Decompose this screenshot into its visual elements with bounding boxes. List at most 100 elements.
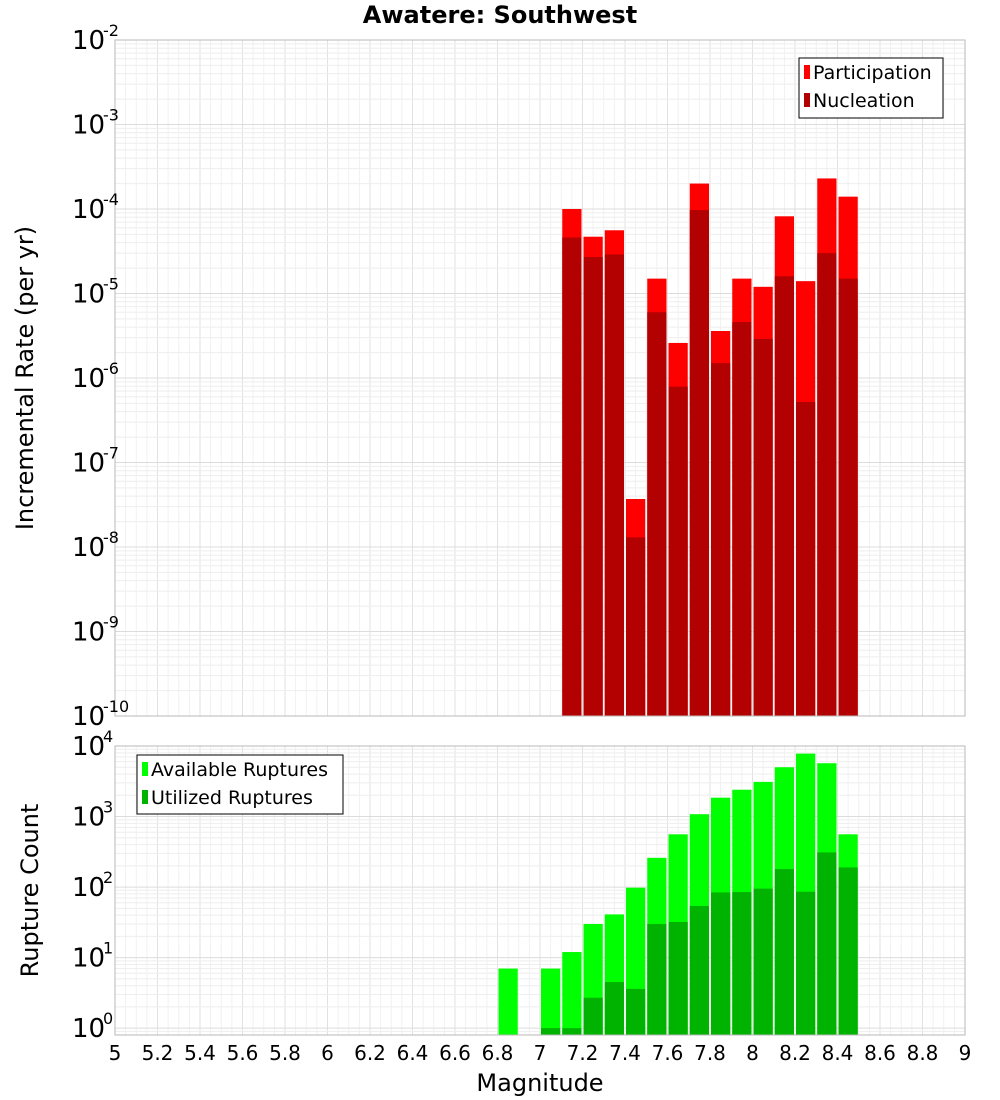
x-tick-label: 6.8 xyxy=(482,1041,514,1065)
y-tick-exponent: -3 xyxy=(103,106,119,125)
y-tick-exponent: -5 xyxy=(103,275,119,294)
x-tick-label: 5.4 xyxy=(184,1041,216,1065)
p2-bar-utilized-ruptures xyxy=(604,982,624,1035)
y-tick-base: 10 xyxy=(72,111,105,141)
p1-legend-swatch xyxy=(804,93,810,107)
x-tick-label: 6.4 xyxy=(397,1041,429,1065)
x-tick-label: 7.4 xyxy=(609,1041,641,1065)
p2-bar-available-ruptures xyxy=(562,952,582,1035)
y-tick-base: 10 xyxy=(72,618,105,648)
p1-y-tick-label: 10-10 xyxy=(72,697,129,732)
p1-legend-label: Nucleation xyxy=(813,90,915,112)
p2-legend-swatch xyxy=(142,762,148,776)
p1-y-tick-label: 10-5 xyxy=(72,275,119,310)
x-tick-label: 5 xyxy=(109,1041,122,1065)
p2-legend-label: Utilized Ruptures xyxy=(151,787,313,809)
p2-bar-utilized-ruptures xyxy=(689,905,709,1035)
y-tick-exponent: -9 xyxy=(103,613,119,632)
p1-y-tick-label: 10-6 xyxy=(72,359,119,394)
x-tick-label: 7.6 xyxy=(652,1041,684,1065)
p1-y-tick-label: 10-4 xyxy=(72,190,119,225)
p2-bar-utilized-ruptures xyxy=(711,892,731,1035)
p2-legend-label: Available Ruptures xyxy=(151,759,328,781)
p1-bar-nucleation xyxy=(668,386,688,716)
p1-bar-nucleation xyxy=(817,253,837,716)
p2-bar-utilized-ruptures xyxy=(774,869,794,1035)
x-tick-label: 8.6 xyxy=(864,1041,896,1065)
p2-bar-utilized-ruptures xyxy=(647,923,667,1035)
y-tick-base: 10 xyxy=(72,364,105,394)
p2-y-tick-label: 102 xyxy=(72,868,113,903)
p1-bar-nucleation xyxy=(796,401,816,716)
x-tick-label: 8.4 xyxy=(822,1041,854,1065)
p1-y-tick-label: 10-8 xyxy=(72,528,119,563)
y-tick-base: 10 xyxy=(72,280,105,310)
y-tick-base: 10 xyxy=(72,944,105,974)
p1-bar-nucleation xyxy=(689,210,709,716)
p1-bar-nucleation xyxy=(774,276,794,716)
x-tick-label: 5.8 xyxy=(269,1041,301,1065)
p2-bar-available-ruptures xyxy=(541,968,561,1035)
p2-bar-utilized-ruptures xyxy=(732,892,752,1035)
p1-bar-nucleation xyxy=(753,338,773,716)
y-tick-base: 10 xyxy=(72,26,105,56)
x-tick-label: 6 xyxy=(321,1041,334,1065)
p1-y-tick-label: 10-3 xyxy=(72,106,119,141)
p1-y-tick-label: 10-9 xyxy=(72,613,119,648)
y-tick-exponent: -2 xyxy=(103,21,119,40)
p1-bar-nucleation xyxy=(562,237,582,717)
x-tick-label: 5.6 xyxy=(227,1041,259,1065)
y-tick-base: 10 xyxy=(72,449,105,479)
x-tick-label: 8.2 xyxy=(779,1041,811,1065)
y-tick-exponent: -4 xyxy=(103,190,119,209)
p2-bar-utilized-ruptures xyxy=(562,1028,582,1035)
p2-bar-utilized-ruptures xyxy=(753,888,773,1035)
y-tick-exponent: 1 xyxy=(103,939,113,958)
p2-plot-frame xyxy=(114,745,966,1036)
x-tick-label: 7.2 xyxy=(567,1041,599,1065)
y-tick-base: 10 xyxy=(72,732,105,762)
p2-y-tick-label: 104 xyxy=(72,727,113,762)
p2-y-tick-label: 101 xyxy=(72,939,113,974)
x-tick-label: 7.8 xyxy=(694,1041,726,1065)
x-tick-label: 7 xyxy=(534,1041,547,1065)
p1-bar-nucleation xyxy=(711,363,731,716)
chart-title: Awatere: Southwest xyxy=(363,1,637,29)
x-tick-label: 6.6 xyxy=(439,1041,471,1065)
y-tick-exponent: 0 xyxy=(103,1009,113,1028)
y-tick-exponent: 2 xyxy=(103,868,113,887)
x-axis-title: Magnitude xyxy=(476,1069,603,1097)
y-tick-base: 10 xyxy=(72,195,105,225)
x-tick-label: 8.8 xyxy=(907,1041,939,1065)
p1-legend-label: Participation xyxy=(813,62,932,84)
p2-bar-utilized-ruptures xyxy=(541,1028,561,1035)
p2-y-tick-label: 103 xyxy=(72,798,113,833)
y-tick-exponent: -6 xyxy=(103,359,119,378)
p2-bar-utilized-ruptures xyxy=(626,988,646,1035)
p1-bar-nucleation xyxy=(583,257,603,716)
p1-bar-nucleation xyxy=(732,321,752,716)
p2-bar-utilized-ruptures xyxy=(838,867,858,1035)
y-tick-base: 10 xyxy=(72,803,105,833)
p1-y-tick-label: 10-7 xyxy=(72,444,119,479)
x-tick-label: 6.2 xyxy=(354,1041,386,1065)
p1-y-tick-label: 10-2 xyxy=(72,21,119,56)
p1-legend-box xyxy=(798,57,944,119)
p2-y-tick-label: 100 xyxy=(72,1009,113,1044)
y-tick-exponent: 3 xyxy=(103,798,113,817)
x-tick-label: 9 xyxy=(959,1041,972,1065)
p1-bar-nucleation xyxy=(604,254,624,716)
p1-legend-swatch xyxy=(804,65,810,79)
y-tick-base: 10 xyxy=(72,702,105,732)
p1-plot-frame xyxy=(114,39,966,717)
x-tick-label: 8 xyxy=(746,1041,759,1065)
y-tick-exponent: -8 xyxy=(103,528,119,547)
y-tick-exponent: -7 xyxy=(103,444,119,463)
p1-bar-nucleation xyxy=(838,278,858,716)
p2-bar-utilized-ruptures xyxy=(796,891,816,1035)
p2-bar-utilized-ruptures xyxy=(817,852,837,1035)
y-tick-base: 10 xyxy=(72,533,105,563)
p1-bar-nucleation xyxy=(626,537,646,716)
p2-bar-available-ruptures xyxy=(498,968,518,1035)
